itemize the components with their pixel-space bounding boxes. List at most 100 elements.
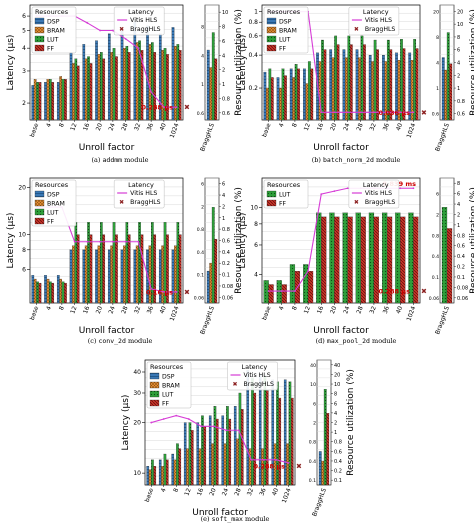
bar-bram	[59, 76, 62, 121]
bar-ff	[284, 75, 287, 121]
x-tick-label: 12	[303, 305, 312, 315]
vitis-point	[111, 240, 114, 243]
vitis-point	[187, 418, 190, 420]
vitis-point	[111, 29, 114, 32]
x-tick-label: 24	[221, 487, 230, 497]
bragg-legend-label: BraggHLS	[130, 199, 161, 206]
x-tick-label: 24	[342, 122, 351, 132]
resources-legend-title: Resources	[35, 8, 69, 16]
legend-swatch-ff	[149, 399, 160, 407]
bar-dsp	[283, 379, 287, 486]
vitis-point	[262, 458, 265, 461]
bar-lut	[226, 406, 229, 486]
x-tick-label: 4	[45, 122, 53, 128]
bar-bram	[59, 278, 62, 304]
bar-ff	[64, 282, 67, 304]
bar-lut	[61, 281, 65, 304]
vitis-point	[162, 106, 165, 109]
x-tick-label: 24	[342, 305, 351, 315]
yl-mini-tick-label: 2	[201, 204, 204, 210]
vitis-point	[359, 111, 362, 114]
bragg-bar-bram	[209, 262, 213, 304]
legend-swatch-bram	[266, 26, 277, 34]
yr-tick-label: 6	[457, 48, 460, 54]
bragg-bar-dsp	[318, 451, 322, 486]
bar-dsp	[69, 52, 73, 121]
bar-bram	[173, 459, 177, 486]
vitis-point	[137, 240, 140, 243]
bar-ff	[140, 50, 144, 121]
yr-tick-label: 1	[457, 86, 460, 92]
bar-ff	[127, 52, 131, 121]
x-tick-label: 16	[316, 122, 325, 132]
bar-lut	[373, 39, 377, 121]
x-axis-label: Unroll factor	[192, 508, 248, 518]
bar-ff	[278, 397, 282, 486]
y-axis-label: Latency (μs)	[238, 35, 248, 91]
bar-lut	[112, 222, 116, 304]
bar-ff	[321, 216, 327, 304]
bar-lut	[276, 280, 282, 304]
bar-dsp	[133, 21, 137, 121]
resources-legend-title: Resources	[267, 8, 301, 16]
y-tick-label: 10	[133, 470, 141, 477]
bar-ff	[400, 216, 406, 304]
vitis-point	[237, 429, 240, 432]
vitis-point	[150, 91, 153, 93]
bragg-bar-lut	[441, 207, 448, 304]
resource-axis-label: Resource utilization (%)	[346, 369, 356, 476]
y-tick-label: 5	[22, 28, 26, 35]
yr-tick-label: 0.4	[334, 459, 342, 465]
legend-swatch-dsp	[34, 190, 45, 198]
bragg-bar-ff	[214, 58, 218, 121]
x-tick-label: 36	[146, 122, 155, 132]
x-tick-label: 8	[58, 122, 66, 128]
bar-ff	[64, 79, 67, 121]
bragg-latency-label: 0.288 μs	[254, 463, 286, 471]
yl-mini-tick-label: 0.06	[194, 295, 204, 301]
bragg-legend-marker: ✖	[233, 381, 238, 388]
vitis-point	[86, 22, 89, 24]
bragg-marker: ✖	[296, 463, 302, 471]
x-tick-label: 28	[120, 305, 129, 315]
x-axis-label: Unroll factor	[79, 143, 135, 153]
yl-mini-tick-label: 8	[201, 25, 204, 31]
bar-bram	[123, 48, 126, 121]
yr-tick-label: 4	[457, 61, 460, 67]
bar-bram	[135, 42, 139, 121]
latency-legend	[348, 179, 400, 209]
vitis-legend-label: Vitis HLS	[130, 190, 157, 197]
bar-bram	[33, 79, 37, 121]
bragg-x-label: BraggHLS	[434, 305, 451, 335]
legend-label-bram: BRAM	[47, 28, 65, 35]
legend-swatch-ff	[266, 44, 277, 52]
bar-ff	[38, 282, 42, 304]
y-tick-label: 1	[254, 9, 258, 16]
latency-legend	[113, 6, 165, 36]
x-tick-label: base	[261, 305, 273, 321]
y-tick-label: 6	[254, 242, 258, 249]
bar-ff	[415, 48, 419, 121]
bragg-bar-ff	[214, 238, 218, 304]
bragg-legend-label: BraggHLS	[130, 26, 161, 33]
bar-bram	[371, 61, 375, 121]
resources-legend-title: Resources	[267, 181, 301, 189]
bar-ff	[153, 52, 157, 121]
yl-mini-tick-label: 0.8	[432, 233, 439, 239]
y-tick-label: 20	[133, 420, 141, 427]
x-tick-label: 32	[369, 122, 378, 132]
vitis-point	[124, 37, 127, 40]
caption-b: (b) batch_norm_2d module	[312, 156, 401, 164]
x-tick-label: 36	[382, 305, 391, 315]
bragg-bar-lut	[323, 389, 327, 486]
legend-label-ff: FF	[279, 46, 287, 53]
yr-tick-label: 0.8	[222, 227, 230, 233]
legend-label-bram: BRAM	[47, 201, 65, 208]
bar-bram	[265, 87, 269, 121]
vitis-point	[307, 270, 309, 273]
x-tick-label: 1024	[169, 305, 181, 322]
vitis-point	[346, 187, 349, 190]
caption-e: (e) soft_max module	[201, 515, 270, 523]
bar-ff	[215, 418, 219, 486]
